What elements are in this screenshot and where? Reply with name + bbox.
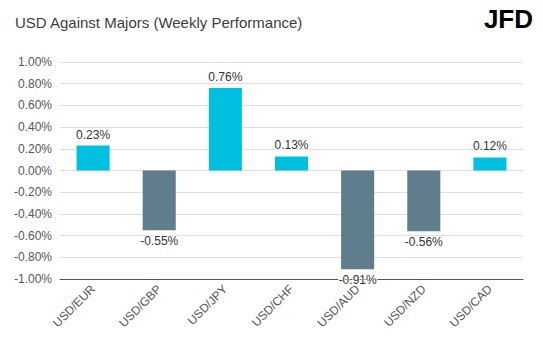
svg-text:0.12%: 0.12% (473, 139, 507, 153)
svg-text:USD Against Majors (Weekly Per: USD Against Majors (Weekly Performance) (15, 14, 302, 31)
svg-text:0.60%: 0.60% (18, 98, 52, 112)
svg-text:-0.40%: -0.40% (14, 207, 52, 221)
svg-text:USD/CHF: USD/CHF (249, 282, 297, 330)
svg-text:USD/AUD: USD/AUD (315, 282, 363, 330)
svg-text:USD/JPY: USD/JPY (185, 282, 231, 328)
svg-text:0.20%: 0.20% (18, 142, 52, 156)
svg-text:-0.60%: -0.60% (14, 229, 52, 243)
svg-text:1.00%: 1.00% (18, 55, 52, 69)
svg-text:-0.56%: -0.56% (405, 235, 443, 249)
svg-text:USD/GBP: USD/GBP (116, 282, 164, 330)
svg-text:0.80%: 0.80% (18, 77, 52, 91)
svg-text:-0.20%: -0.20% (14, 185, 52, 199)
svg-text:-0.80%: -0.80% (14, 250, 52, 264)
svg-text:-0.55%: -0.55% (140, 234, 178, 248)
svg-text:USD/CAD: USD/CAD (447, 282, 495, 330)
svg-text:USD/EUR: USD/EUR (50, 282, 98, 330)
svg-text:0.23%: 0.23% (76, 128, 110, 142)
svg-text:-0.91%: -0.91% (339, 273, 377, 287)
svg-text:0.40%: 0.40% (18, 120, 52, 134)
svg-text:0.00%: 0.00% (18, 164, 52, 178)
svg-text:JFD: JFD (484, 4, 533, 34)
svg-text:0.76%: 0.76% (208, 70, 242, 84)
svg-text:0.13%: 0.13% (274, 138, 308, 152)
svg-text:-1.00%: -1.00% (14, 272, 52, 286)
svg-text:USD/NZD: USD/NZD (381, 282, 429, 330)
